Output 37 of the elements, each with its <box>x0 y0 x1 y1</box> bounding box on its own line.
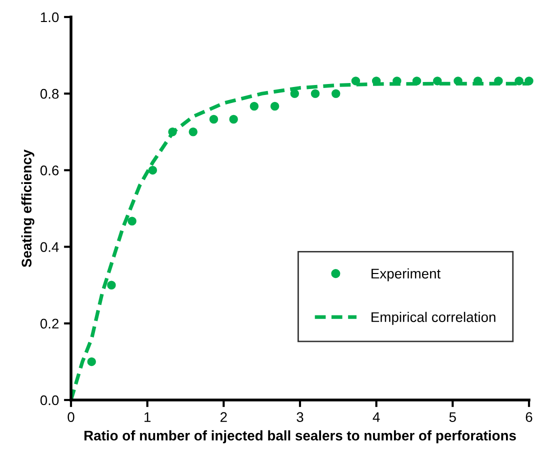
point <box>514 76 524 86</box>
point <box>524 76 534 86</box>
point <box>310 89 320 98</box>
legend-label: Experiment <box>372 268 441 282</box>
point <box>148 166 158 175</box>
y-tick-label: 0.6 <box>40 166 59 176</box>
point <box>332 89 340 98</box>
x-tick-label: 4 <box>372 412 380 422</box>
point <box>351 76 360 86</box>
point <box>250 102 259 111</box>
x-tick-label: 6 <box>526 412 532 422</box>
point <box>412 76 422 86</box>
point <box>454 76 462 86</box>
x-tick-label: 5 <box>449 412 456 422</box>
point <box>209 114 218 124</box>
point <box>290 89 300 98</box>
y-tick-label: 0.8 <box>40 88 59 99</box>
point <box>188 128 198 136</box>
point <box>229 114 238 124</box>
point <box>168 128 177 136</box>
legend-label: Empirical correlation <box>372 312 496 325</box>
point <box>270 102 280 111</box>
point <box>87 357 96 366</box>
x-tick-label: 0 <box>68 412 74 422</box>
point <box>494 76 503 86</box>
y-tick-label: 0.4 <box>40 242 59 252</box>
y-tick-label: 0.2 <box>40 318 58 329</box>
y-tick-label: 1.0 <box>40 12 59 22</box>
y-tick-label: 0.0 <box>40 395 59 406</box>
y-axis-title: Seating efficiency <box>21 150 34 268</box>
x-axis-title: Ratio of number of injected ball sealers to number of perforations <box>84 430 516 444</box>
point <box>433 76 442 86</box>
x-tick-label: 3 <box>296 412 304 422</box>
point <box>128 216 136 226</box>
point <box>107 280 116 290</box>
x-tick-label: 1 <box>144 412 151 422</box>
x-tick-label: 2 <box>220 412 227 422</box>
